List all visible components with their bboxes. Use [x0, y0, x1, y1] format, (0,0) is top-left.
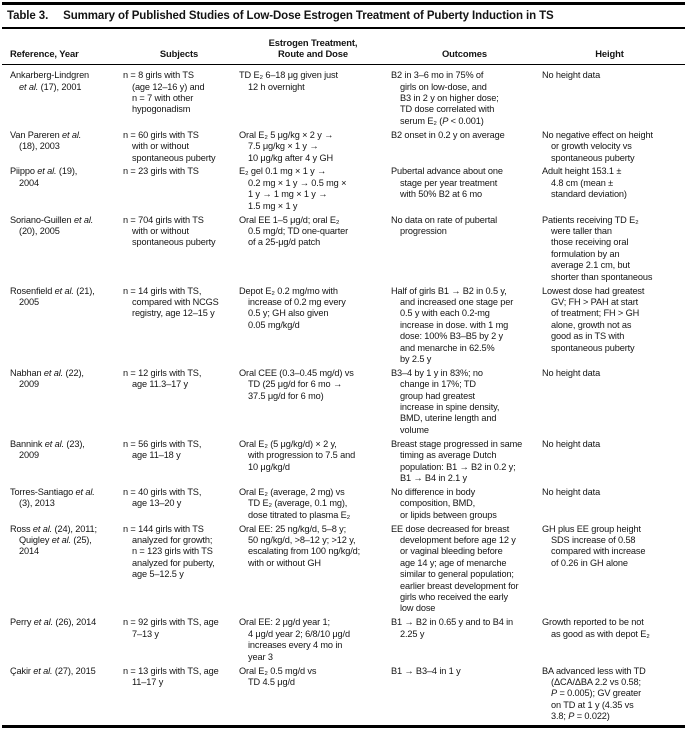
cell-height: No height data	[542, 367, 601, 378]
cell-outcomes: Pubertal advance about one stage per yea…	[391, 166, 503, 200]
table-row: Ross et al. (24), 2011; Quigley et al. (…	[10, 524, 685, 618]
table-row: Perry et al. (26), 2014 n = 92 girls with…	[10, 617, 685, 665]
cell-subjects: n = 92 girls with TS, age 7–13 y	[123, 617, 219, 639]
cell-reference: Perry et al. (26), 2014	[10, 617, 97, 628]
cell-subjects: n = 56 girls with TS, age 11–18 y	[123, 438, 202, 461]
cell-reference: Çakir et al. (27), 2015	[10, 665, 96, 676]
cell-treatment: Oral E₂ (average, 2 mg) vs TD E₂ (averag…	[239, 486, 351, 520]
cell-treatment: TD E₂ 6–18 μg given just 12 h overnight	[239, 70, 338, 92]
cell-height: Patients receiving TD E₂ were taller tha…	[542, 214, 653, 282]
cell-subjects: n = 60 girls with TS with or without spo…	[123, 129, 216, 163]
table-row: Ankarberg-Lindgren et al. (17), 2001 n = …	[10, 70, 685, 130]
cell-reference: Ankarberg-Lindgren et al. (17), 2001	[10, 70, 90, 92]
top-rule	[2, 2, 685, 5]
cell-subjects: n = 12 girls with TS, age 11.3–17 y	[123, 367, 202, 390]
column-header-reference: Reference, Year	[10, 48, 79, 59]
cell-reference: Piippo et al. (19), 2004	[10, 166, 78, 188]
column-header-subjects: Subjects	[159, 48, 199, 59]
table-row: Soriano-Guillen et al. (20), 2005 n = 704…	[10, 215, 685, 286]
cell-treatment: Oral EE: 25 ng/kg/d, 5–8 y; 50 ng/kg/d, …	[239, 523, 361, 568]
cell-outcomes: EE dose decreased for breast development…	[391, 523, 519, 614]
cell-subjects: n = 23 girls with TS	[123, 166, 199, 177]
cell-outcomes: No data on rate of pubertal progression	[391, 214, 498, 236]
cell-reference: Torres-Santiago et al. (3), 2013	[10, 486, 95, 509]
cell-height: Lowest dose had greatest GV; FH > PAH at…	[542, 285, 645, 353]
cell-height: No height data	[542, 486, 601, 497]
cell-reference: Ross et al. (24), 2011; Quigley et al. (…	[10, 523, 97, 557]
cell-reference: Soriano-Guillen et al. (20), 2005	[10, 214, 94, 236]
table-row: Çakir et al. (27), 2015 n = 13 girls with…	[10, 666, 685, 726]
cell-treatment: Oral EE 1–5 μg/d; oral E₂ 0.5 mg/d; TD o…	[239, 214, 349, 248]
cell-height: No height data	[542, 438, 601, 449]
cell-outcomes: B1 → B3–4 in 1 y	[391, 665, 461, 676]
cell-subjects: n = 144 girls with TS analyzed for growt…	[123, 523, 215, 580]
cell-treatment: Oral CEE (0.3–0.45 mg/d) vs TD (25 μg/d …	[239, 367, 354, 401]
bottom-rule	[2, 725, 685, 728]
table-row: Piippo et al. (19), 2004 n = 23 girls wit…	[10, 166, 685, 214]
table-row: Rosenfield et al. (21), 2005 n = 14 girls…	[10, 286, 685, 368]
table-title: Table 3. Summary of Published Studies of…	[2, 5, 685, 27]
cell-treatment: Oral E₂ (5 μg/kg/d) × 2 y, with progress…	[239, 438, 356, 472]
column-header-treatment: Estrogen Treatment, Route and Dose	[268, 37, 358, 59]
cell-height: No negative effect on height or growth v…	[542, 129, 653, 163]
cell-reference: Nabhan et al. (22), 2009	[10, 367, 84, 390]
table-title-text: Summary of Published Studies of Low-Dose…	[63, 9, 554, 22]
cell-reference: Van Pareren et al. (18), 2003	[10, 129, 82, 152]
cell-height: BA advanced less with TD (ΔCA/ΔBA 2.2 vs…	[542, 665, 646, 722]
cell-height: Growth reported to be not as good as wit…	[542, 617, 650, 639]
cell-subjects: n = 40 girls with TS, age 13–20 y	[123, 486, 202, 509]
cell-treatment: Oral EE: 2 μg/d year 1; 4 μg/d year 2; 6…	[239, 617, 350, 662]
column-header-height: Height	[595, 48, 624, 59]
cell-reference: Bannink et al. (23), 2009	[10, 438, 85, 461]
cell-outcomes: B2 in 3–6 mo in 75% of girls on low-dose…	[391, 70, 499, 126]
cell-height: Adult height 153.1 ± 4.8 cm (mean ± stan…	[542, 166, 627, 200]
cell-treatment: Oral E₂ 0.5 mg/d vs TD 4.5 μg/d	[239, 665, 317, 687]
cell-outcomes: Breast stage progressed in same timing a…	[391, 438, 523, 483]
cell-outcomes: No difference in body composition, BMD, …	[391, 486, 497, 520]
table-title-label: Table 3.	[7, 9, 49, 22]
cell-outcomes: Half of girls B1 → B2 in 0.5 y, and incr…	[391, 285, 514, 364]
table-row: Bannink et al. (23), 2009 n = 56 girls wi…	[10, 439, 685, 487]
cell-treatment: Depot E₂ 0.2 mg/mo with increase of 0.2 …	[239, 285, 346, 330]
table-row: Van Pareren et al. (18), 2003 n = 60 girl…	[10, 130, 685, 167]
cell-outcomes: B2 onset in 0.2 y on average	[391, 129, 505, 140]
cell-height: No height data	[542, 70, 601, 81]
cell-treatment: E₂ gel 0.1 mg × 1 y → 0.2 mg × 1 y → 0.5…	[239, 166, 347, 211]
cell-subjects: n = 8 girls with TS (age 12–16 y) and n …	[123, 70, 205, 115]
cell-treatment: Oral E₂ 5 μg/kg × 2 y → 7.5 μg/kg × 1 y …	[239, 129, 334, 163]
table-row: Nabhan et al. (22), 2009 n = 12 girls wit…	[10, 368, 685, 439]
cell-outcomes: B3–4 by 1 y in 83%; no change in 17%; TD…	[391, 367, 500, 435]
cell-subjects: n = 13 girls with TS, age 11–17 y	[123, 665, 219, 687]
table-body: Ankarberg-Lindgren et al. (17), 2001 n = …	[2, 65, 685, 725]
table-row: Torres-Santiago et al. (3), 2013 n = 40 g…	[10, 487, 685, 524]
cell-reference: Rosenfield et al. (21), 2005	[10, 285, 95, 307]
title-divider-rule	[2, 26, 685, 29]
column-header-outcomes: Outcomes	[441, 48, 488, 59]
cell-outcomes: B1 → B2 in 0.65 y and to B4 in 2.25 y	[391, 617, 514, 639]
cell-subjects: n = 704 girls with TS with or without sp…	[123, 214, 216, 248]
cell-subjects: n = 14 girls with TS, compared with NCGS…	[123, 285, 219, 319]
table-header-row: Reference, Year Subjects Estrogen Treatm…	[2, 29, 685, 64]
cell-height: GH plus EE group height SDS increase of …	[542, 523, 646, 568]
header-divider-rule	[2, 64, 685, 66]
